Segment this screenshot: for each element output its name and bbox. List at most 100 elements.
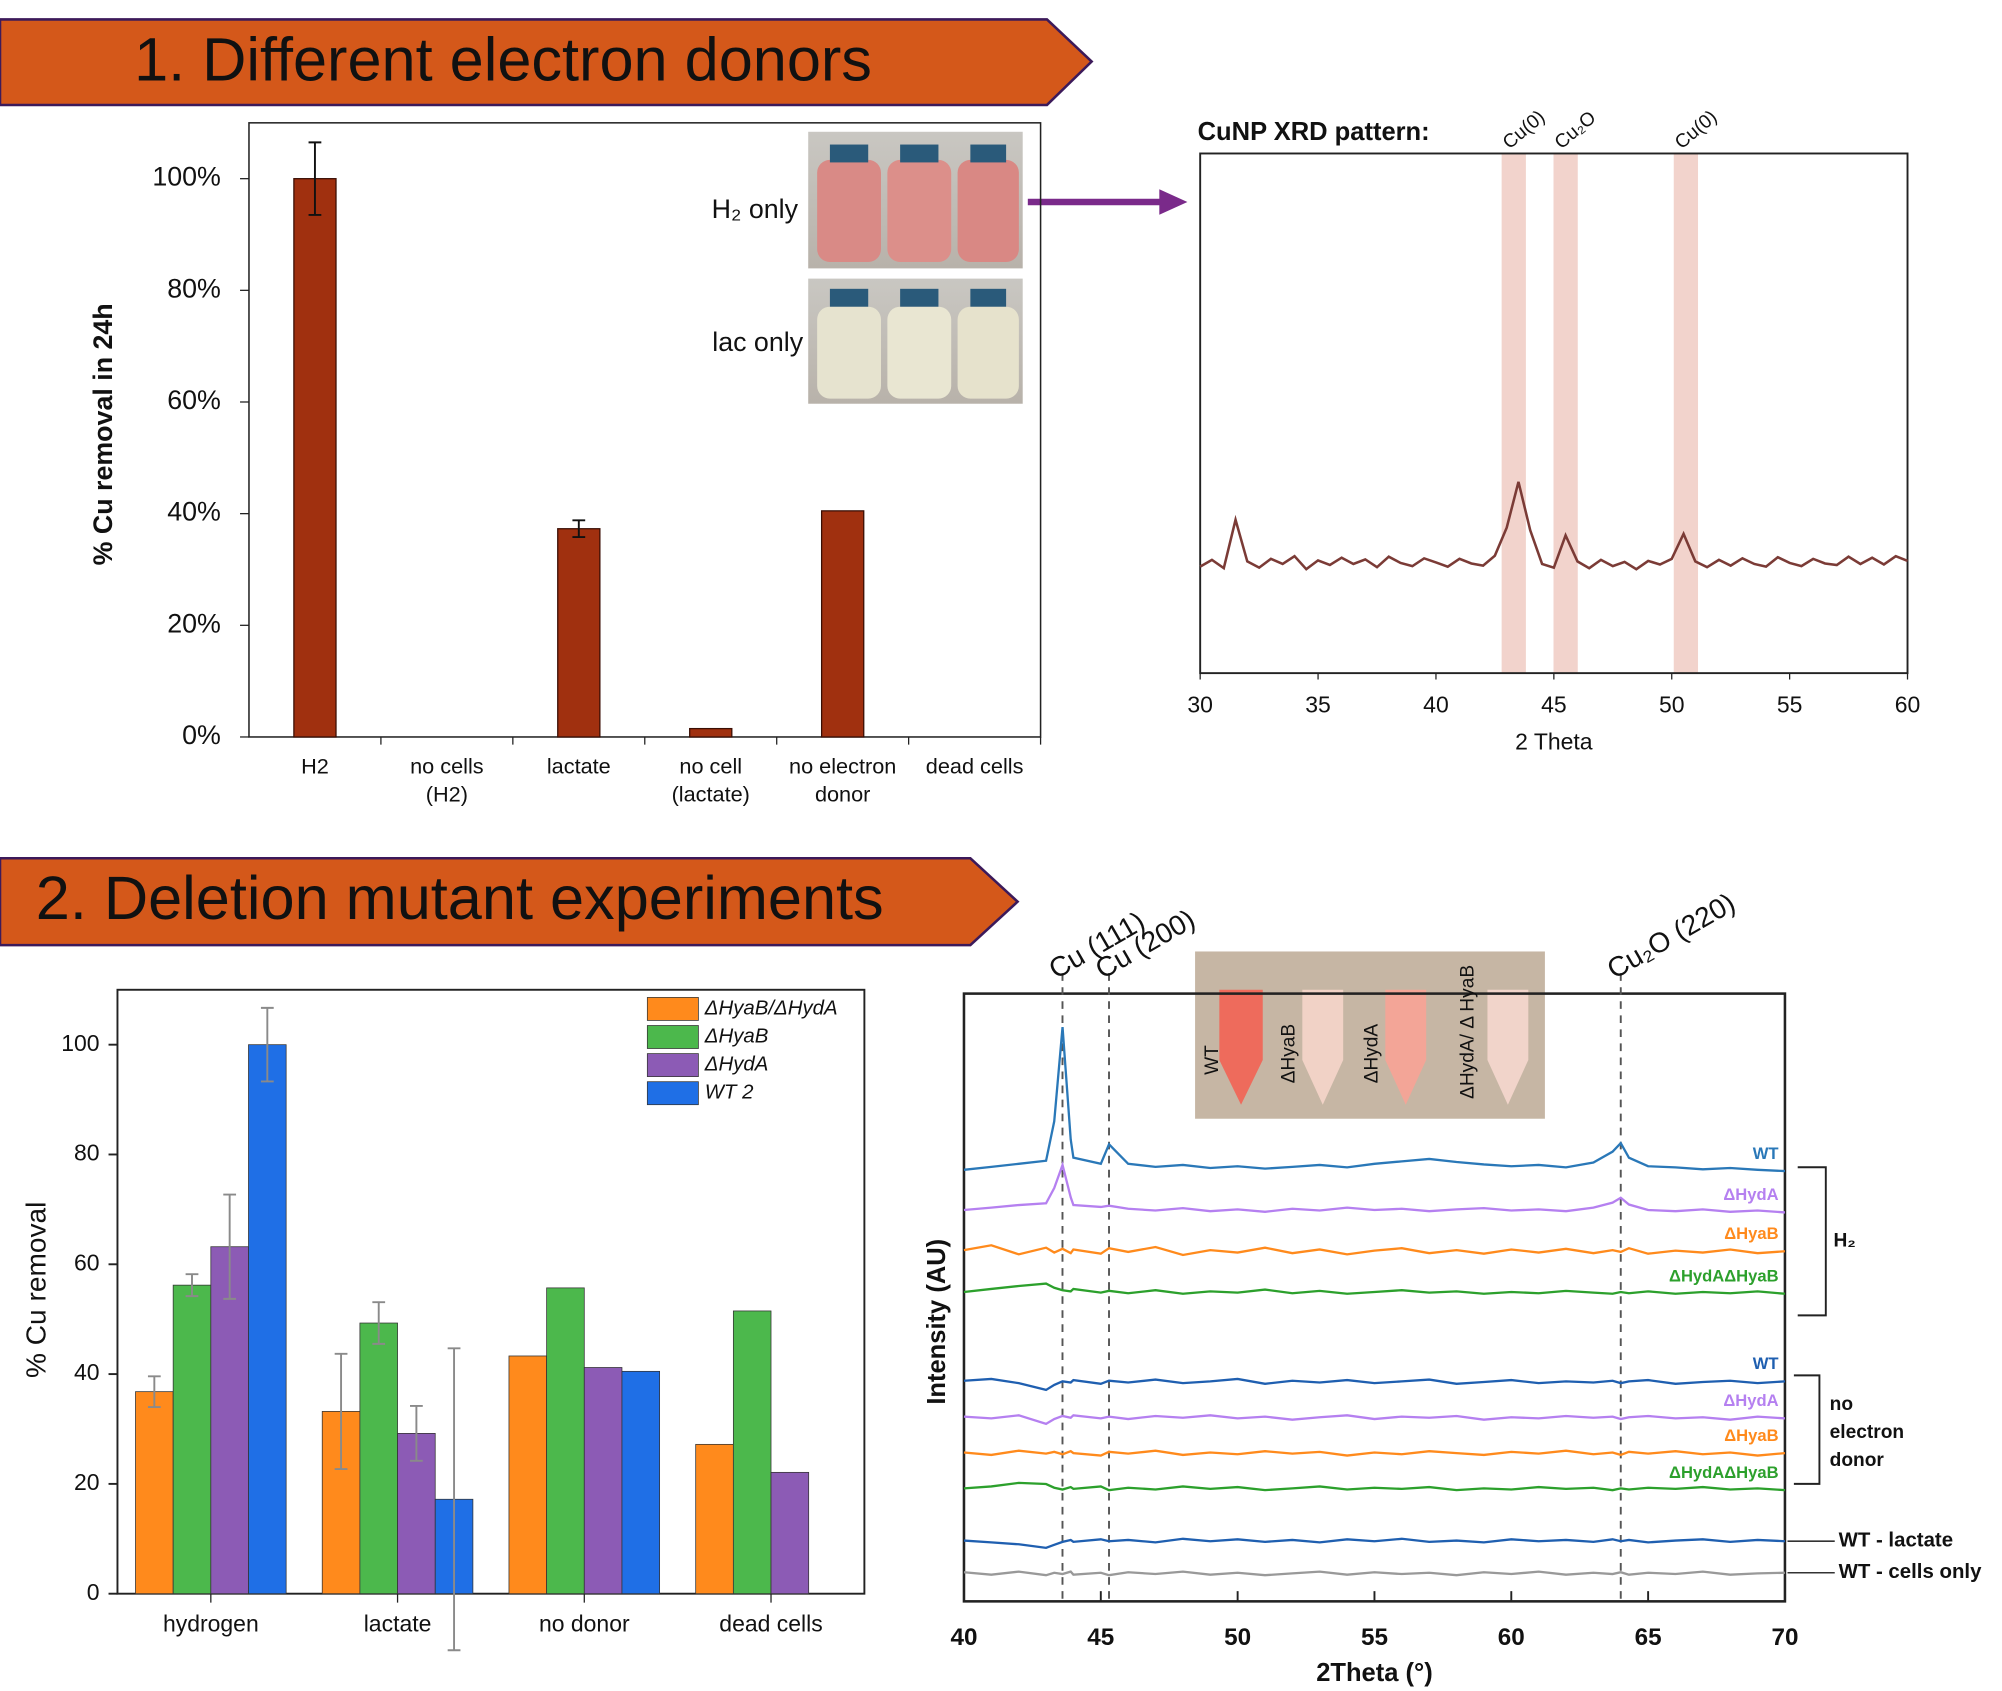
trace-label: ΔHydAΔHyaB: [1669, 1267, 1779, 1286]
inset-label: ΔHyaB: [1279, 1024, 1300, 1084]
chart-title: CuNP XRD pattern:: [1198, 118, 1430, 146]
xrd-line: [964, 1284, 1785, 1294]
x-tick-label: H2: [301, 753, 329, 778]
inset-label: WT: [1202, 1045, 1223, 1075]
x-tick-label: 30: [1187, 691, 1213, 717]
y-tick-label: 0: [87, 1579, 100, 1605]
inset-label: ΔHydA: [1362, 1024, 1383, 1084]
band-label: Cu(0): [1671, 107, 1721, 154]
y-tick-label: 60: [74, 1249, 100, 1275]
x-tick-label: 55: [1777, 691, 1803, 717]
legend-swatch: [647, 1026, 698, 1049]
xrd-line: [964, 1379, 1785, 1390]
y-tick-label: 100: [61, 1030, 99, 1056]
trace-label: WT: [1753, 1144, 1779, 1163]
y-tick-label: 60%: [167, 385, 221, 415]
bar: [547, 1288, 585, 1594]
reference-label: Cu₂O (220): [1602, 887, 1740, 985]
reference-band: [1554, 153, 1578, 673]
bracket-label: no: [1830, 1394, 1853, 1415]
bracket: [1794, 1375, 1820, 1484]
x-tick-label: no cells: [410, 753, 484, 778]
x-tick-label: 45: [1087, 1624, 1114, 1651]
x-tick-label: hydrogen: [163, 1611, 259, 1637]
x-tick-label: dead cells: [719, 1611, 822, 1637]
band-label: Cu₂O: [1551, 107, 1600, 153]
y-tick-label: 80: [74, 1140, 100, 1166]
x-tick-label: 40: [1423, 691, 1449, 717]
y-axis-label: % Cu removal: [21, 1202, 52, 1378]
bar: [173, 1285, 211, 1594]
xrd-line: [964, 1483, 1785, 1490]
bar: [294, 179, 336, 737]
banner: 2. Deletion mutant experiments: [0, 858, 1018, 945]
xrd-line: [964, 1539, 1785, 1548]
banner-title: 2. Deletion mutant experiments: [36, 864, 884, 932]
y-tick-label: 80%: [167, 273, 221, 303]
y-tick-label: 0%: [182, 720, 221, 750]
x-axis-label: 2 Theta: [1515, 728, 1593, 754]
bar: [733, 1311, 771, 1594]
trace-label: WT - lactate: [1839, 1530, 1954, 1552]
legend-label: ΔHyaB/ΔHydA: [704, 997, 838, 1019]
xrd-line: [964, 1451, 1785, 1456]
bracket-label: electron: [1830, 1422, 1904, 1443]
bracket-label: H₂: [1833, 1230, 1855, 1251]
inset-label: ΔHydA/ Δ HyaB: [1457, 965, 1478, 1099]
x-tick-label: lactate: [364, 1611, 432, 1637]
bar: [558, 529, 600, 737]
y-tick-label: 20: [74, 1469, 100, 1495]
legend-label: ΔHyaB: [704, 1025, 769, 1047]
y-tick-label: 20%: [167, 608, 221, 638]
bar: [622, 1371, 660, 1593]
trace-label: WT - cells only: [1839, 1561, 1983, 1583]
x-tick-label: 65: [1635, 1624, 1662, 1651]
xrd-line: [964, 1165, 1785, 1212]
legend-swatch: [647, 1082, 698, 1105]
x-tick-label: no donor: [539, 1611, 630, 1637]
bracket-label: donor: [1830, 1450, 1885, 1471]
x-tick-label: 35: [1305, 691, 1331, 717]
x-tick-label: 45: [1541, 691, 1567, 717]
photo-inset: [808, 132, 1023, 404]
x-tick-label: (H2): [426, 781, 468, 806]
trace-label: ΔHyaB: [1724, 1426, 1778, 1445]
trace-label: ΔHydA: [1723, 1391, 1778, 1410]
x-tick-label: 50: [1659, 691, 1685, 717]
trace-label: ΔHyaB: [1724, 1224, 1778, 1243]
x-tick-label: (lactate): [672, 781, 750, 806]
inset-label: lac only: [712, 327, 803, 357]
arrow: [1028, 189, 1188, 215]
x-tick-label: 55: [1361, 1624, 1388, 1651]
inset-label: H₂ only: [712, 194, 799, 224]
x-tick-label: 50: [1224, 1624, 1251, 1651]
bracket: [1798, 1167, 1826, 1315]
x-axis-label: 2Theta (°): [1316, 1659, 1433, 1687]
x-tick-label: no electron: [789, 753, 896, 778]
bar: [771, 1472, 809, 1593]
y-tick-label: 40%: [167, 497, 221, 527]
bar: [584, 1368, 622, 1594]
x-tick-label: no cell: [679, 753, 742, 778]
trace-label: ΔHydA: [1723, 1185, 1778, 1204]
xrd-line: [964, 1245, 1785, 1255]
bar: [360, 1323, 398, 1594]
xrd-line: [964, 1415, 1785, 1424]
legend-label: ΔHydA: [704, 1053, 769, 1075]
x-tick-label: donor: [815, 781, 870, 806]
x-tick-label: 70: [1771, 1624, 1798, 1651]
legend-swatch: [647, 997, 698, 1020]
bar: [696, 1444, 734, 1593]
bar: [509, 1356, 547, 1594]
bar: [135, 1392, 173, 1594]
x-tick-label: 60: [1895, 691, 1921, 717]
reference-band: [1502, 153, 1526, 673]
legend-swatch: [647, 1054, 698, 1077]
x-tick-label: 60: [1498, 1624, 1525, 1651]
banner: 1. Different electron donors: [0, 19, 1092, 105]
y-tick-label: 100%: [152, 162, 221, 192]
trace-label: WT: [1753, 1354, 1779, 1373]
x-tick-label: 40: [950, 1624, 977, 1651]
banner-title: 1. Different electron donors: [134, 25, 872, 93]
xrd-line: [964, 1572, 1785, 1576]
